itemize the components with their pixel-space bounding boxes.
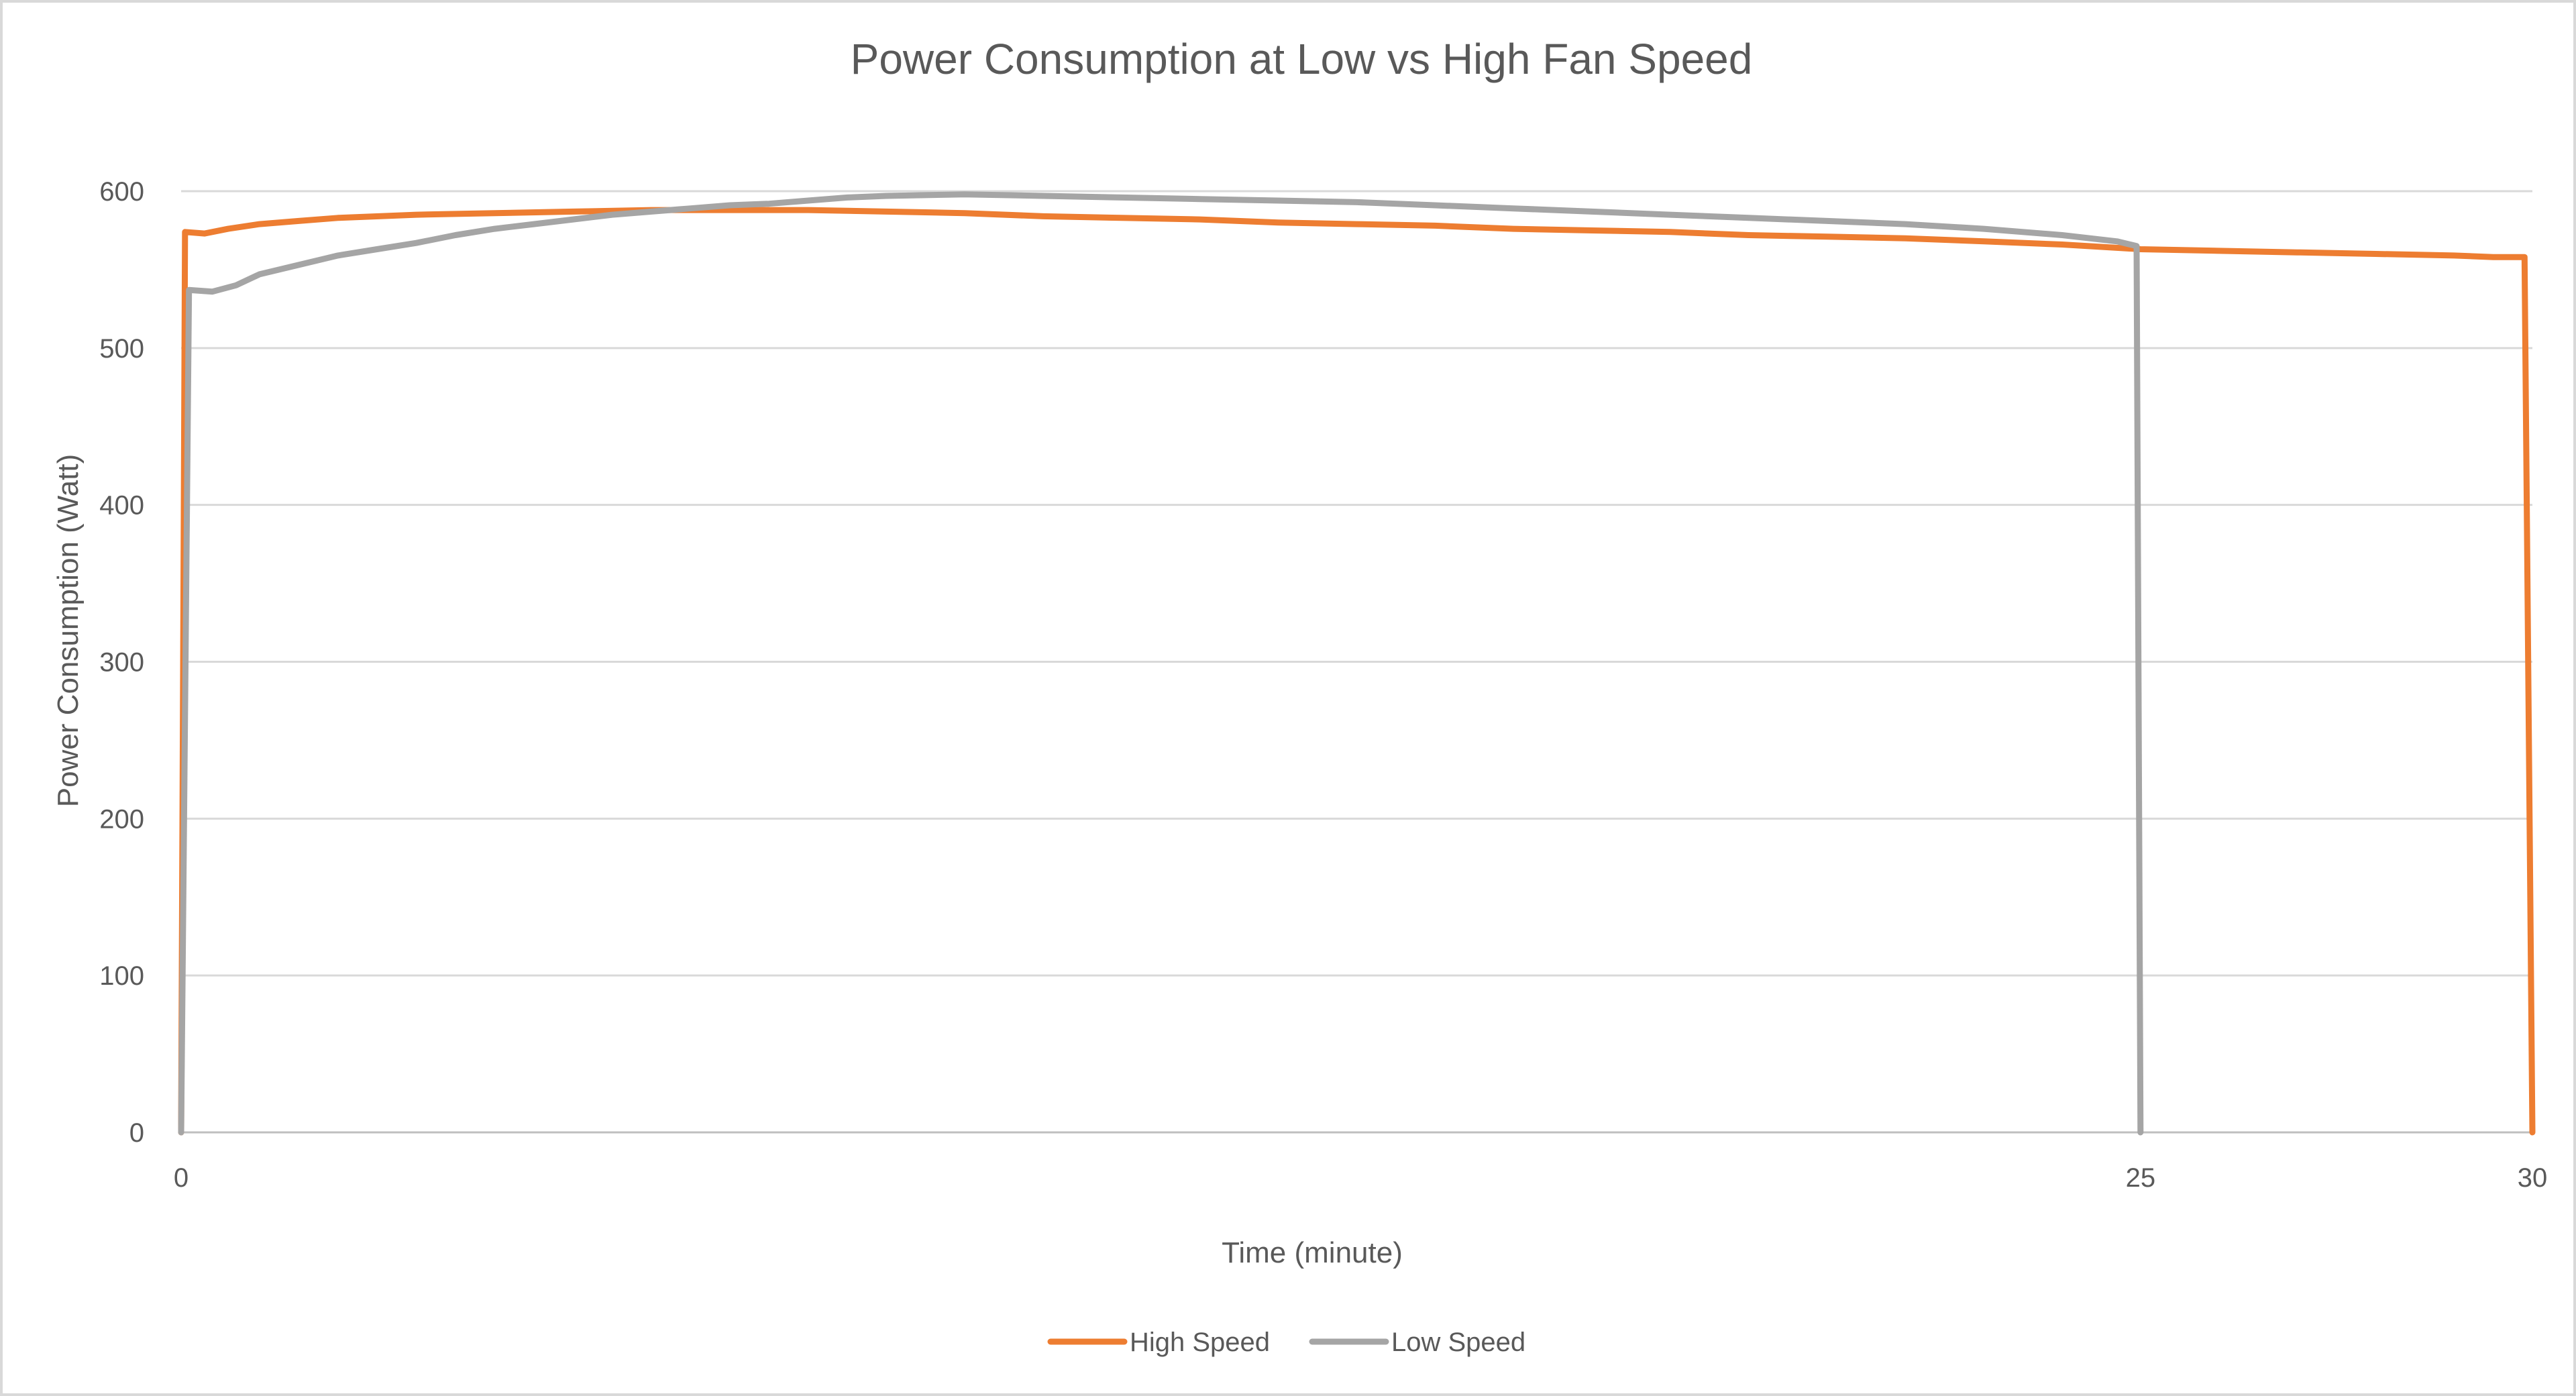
gridlines [181,190,2532,1134]
y-axis-title: Power Consumption (Watt) [52,454,85,808]
chart-title: Power Consumption at Low vs High Fan Spe… [851,35,1753,83]
axes: 0 100 200 300 400 500 600 0 25 30 [99,177,2547,1193]
legend-label: Low Speed [1391,1328,1525,1357]
y-tick-label: 600 [99,177,144,207]
x-tick-label: 25 [2126,1163,2156,1193]
y-tick-label: 400 [99,491,144,521]
y-tick-label: 500 [99,334,144,364]
x-tick-label: 0 [174,1163,189,1193]
y-tick-label: 300 [99,648,144,678]
y-tick-label: 0 [129,1118,144,1148]
y-tick-label: 200 [99,804,144,834]
series-line-low-speed [178,191,2144,1136]
legend-label: High Speed [1130,1328,1270,1357]
x-tick-label: 30 [2518,1163,2548,1193]
y-tick-label: 100 [99,961,144,991]
series-line-high-speed [178,207,2536,1136]
x-axis-title: Time (minute) [1222,1236,1403,1269]
series-lines [178,191,2536,1136]
legend: High Speed Low Speed [1047,1328,1525,1357]
